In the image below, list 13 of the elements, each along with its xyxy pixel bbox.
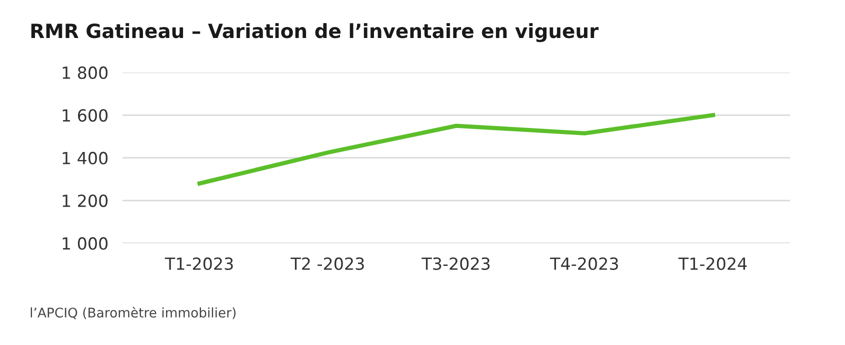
x-tick-label: T4-2023 — [550, 257, 618, 270]
y-tick-label: 1 800 — [62, 66, 108, 80]
y-tick-label: 1 400 — [62, 152, 108, 164]
y-tick-label: 1 200 — [62, 194, 108, 208]
text: l’APCIQ (Baromètre immobilier) — [30, 306, 236, 320]
x-tick-label: T2 -2023 — [290, 257, 364, 270]
line-series — [197, 113, 716, 186]
x-tick-label: T3-2023 — [422, 257, 490, 270]
y-tick-label: 1 000 — [62, 237, 108, 250]
chart-title: RMR Gatineau – Variation de l’inventaire en vigueur — [31, 23, 599, 42]
x-tick-label: T1-2024 — [678, 257, 747, 270]
y-tick-label: 1 600 — [62, 109, 108, 122]
x-tick-label: T1-2023 — [164, 257, 233, 270]
